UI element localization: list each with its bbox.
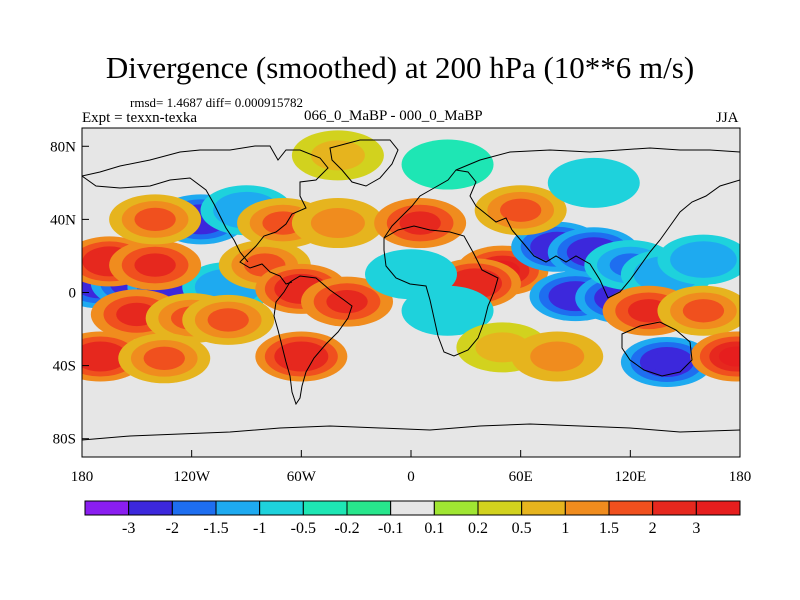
field-contour	[143, 346, 185, 370]
x-tick-label: 120W	[173, 469, 211, 485]
coastline-antarctica	[82, 423, 740, 441]
y-tick-label: 0	[69, 286, 77, 302]
field-feature	[657, 234, 740, 285]
colorbar-boxes	[84, 500, 741, 516]
field-feature	[547, 157, 640, 208]
colorbar-label: 3	[692, 520, 700, 537]
colorbar-box	[259, 500, 304, 516]
field-contour	[420, 149, 475, 180]
y-tick-label: 80S	[53, 432, 76, 448]
field-contour	[82, 346, 118, 367]
colorbar-box	[608, 500, 654, 516]
y-tick-label: 40N	[50, 212, 76, 228]
field-feature	[109, 240, 202, 291]
colorbar-box	[215, 500, 261, 516]
colorbar-box	[84, 500, 130, 516]
coastline-north-america-west	[82, 175, 249, 263]
field-contour	[384, 259, 438, 290]
field-contour	[682, 247, 725, 272]
field-feature	[255, 331, 348, 382]
coastline-asia	[455, 147, 740, 171]
colorbar-label: -0.1	[378, 520, 403, 537]
y-tick-label: 40S	[53, 359, 76, 375]
colorbar-label: 0.2	[468, 520, 488, 537]
field-feature	[301, 276, 394, 327]
season-label: JJA	[716, 110, 739, 126]
field-contour	[134, 207, 176, 232]
coastline-south-america	[273, 275, 353, 406]
colorbar-labels: -3 -2 -1.5 -1 -0.5 -0.2 -0.1 0.1 0.2 0.5 1 1.5 2 3	[122, 520, 700, 537]
colorbar-label: 1	[561, 520, 569, 537]
colorbar-box	[128, 500, 173, 516]
stats-label: rmsd= 1.4687 diff= 0.000915782	[130, 95, 303, 110]
x-tick-label: 60E	[509, 469, 533, 485]
colorbar-box	[171, 500, 217, 516]
x-tick-label: 120E	[614, 469, 646, 485]
field-contour	[310, 208, 365, 239]
colorbar-box	[521, 500, 566, 516]
x-tick-label: 0	[407, 469, 415, 485]
field-contour	[134, 253, 176, 277]
coastline-africa	[383, 225, 499, 357]
field-contour	[682, 299, 725, 323]
divergence-field	[82, 130, 740, 387]
field-contour	[283, 346, 319, 367]
experiment-label: Expt = texxn-texka	[82, 110, 198, 126]
colorbar-label: -3	[122, 520, 135, 537]
colorbar-box	[433, 500, 479, 516]
x-tick-label: 60W	[287, 469, 317, 485]
axes: 180 120W 60W 0 60E 120E 180 80N 40N 0 40S 80S	[50, 139, 751, 485]
x-tick-label: 180	[729, 469, 752, 485]
coastline-australia	[621, 321, 693, 377]
colorbar-box	[477, 500, 523, 516]
colorbar-label: -0.5	[291, 520, 316, 537]
field-feature	[401, 139, 494, 190]
colorbar-label: -0.2	[334, 520, 359, 537]
field-contour	[399, 211, 441, 235]
y-tick-label: 80N	[50, 139, 76, 155]
field-contour	[207, 308, 249, 332]
colorbar-box	[564, 500, 610, 516]
colorbar-box	[346, 500, 392, 516]
colorbar-label: 1.5	[599, 520, 619, 537]
colorbar-label: -1	[253, 520, 266, 537]
field-contour	[530, 341, 585, 372]
field-feature	[291, 198, 384, 249]
field-contour	[649, 351, 685, 372]
field-feature	[109, 194, 202, 245]
field-feature	[690, 331, 740, 382]
coastline-asia-south	[511, 179, 740, 299]
field-contour	[326, 289, 368, 314]
field-feature	[374, 198, 467, 249]
colorbar-label: -2	[166, 520, 179, 537]
field-feature	[291, 130, 384, 181]
x-tick-label: 180	[71, 469, 94, 485]
field-feature	[657, 285, 740, 336]
colorbar-label: -1.5	[203, 520, 228, 537]
field-feature	[474, 185, 567, 236]
coastline-europe	[383, 169, 513, 239]
field-contour	[500, 198, 542, 222]
field-feature	[365, 249, 457, 300]
colorbar-box	[302, 500, 348, 516]
chart-title: Divergence (smoothed) at 200 hPa (10**6 …	[105, 50, 695, 85]
coastline-north-america	[82, 145, 329, 285]
field-feature	[511, 331, 604, 382]
colorbar-label: 0.1	[424, 520, 444, 537]
coastline-greenland	[329, 139, 399, 187]
colorbar-box	[695, 500, 741, 516]
colorbar-box	[652, 500, 697, 516]
field-feature	[118, 333, 211, 384]
field-contour	[566, 167, 621, 198]
coastlines	[82, 139, 740, 441]
colorbar-box	[390, 500, 435, 516]
field-feature	[182, 294, 275, 345]
colorbar-label: 2	[649, 520, 657, 537]
field-contour	[718, 346, 740, 367]
difference-label: 066_0_MaBP - 000_0_MaBP	[304, 108, 483, 124]
colorbar-label: 0.5	[512, 520, 532, 537]
